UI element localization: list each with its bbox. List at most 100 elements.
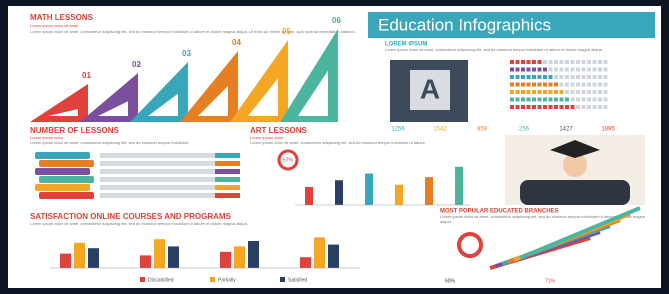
book-letter: A — [420, 73, 440, 104]
stripe — [554, 83, 558, 87]
stripe — [516, 75, 520, 79]
stripe — [604, 83, 608, 87]
stripe — [538, 98, 542, 102]
stat-value: 1895 — [601, 127, 615, 133]
lesson-tip — [215, 193, 240, 198]
stripe — [532, 98, 536, 102]
stripe — [587, 90, 591, 94]
stripe — [516, 98, 520, 102]
bar — [234, 246, 245, 268]
pencil — [455, 167, 463, 205]
stripe — [571, 68, 575, 72]
stripe — [527, 83, 531, 87]
stripe — [527, 90, 531, 94]
legend-label: Partially — [218, 277, 236, 283]
pencil — [335, 180, 343, 205]
book — [35, 184, 90, 191]
section-text-box: Lorem ipsum dolor sit amet, consectetur … — [30, 29, 360, 45]
stripe — [604, 90, 608, 94]
stripe — [560, 98, 564, 102]
stripe — [576, 105, 580, 109]
step-label: 03 — [182, 49, 191, 58]
pencil — [365, 174, 373, 206]
bar — [168, 246, 179, 268]
header-title: Education Infographics — [378, 15, 551, 34]
lesson-tip — [215, 169, 240, 174]
stripe — [560, 75, 564, 79]
stripe — [549, 98, 553, 102]
stripe — [516, 60, 520, 64]
stripe — [604, 60, 608, 64]
lesson-tip — [215, 153, 240, 158]
stripe — [560, 83, 564, 87]
stripe — [582, 83, 586, 87]
stripe — [554, 68, 558, 72]
stripe — [593, 90, 597, 94]
pencil — [395, 185, 403, 205]
stripe — [549, 83, 553, 87]
stripe — [543, 83, 547, 87]
stripe — [571, 83, 575, 87]
lesson-tip — [215, 177, 240, 182]
stripe — [521, 68, 525, 72]
stripe — [582, 75, 586, 79]
stripe — [549, 68, 553, 72]
pencil — [305, 187, 313, 205]
section-title: ART LESSONS — [250, 126, 308, 135]
stripe — [593, 68, 597, 72]
stripe — [571, 75, 575, 79]
stripe — [538, 68, 542, 72]
section-text: Lorem ipsum dolor sit amet, consectetur … — [250, 140, 450, 145]
stripe — [571, 98, 575, 102]
step-label: 06 — [332, 16, 341, 25]
legend-label: Dissatisfied — [148, 277, 174, 283]
lesson-tip — [215, 161, 240, 166]
stripe — [593, 105, 597, 109]
stripe — [543, 98, 547, 102]
stripe — [532, 105, 536, 109]
stat-value: 1427 — [559, 127, 573, 133]
book — [35, 152, 90, 159]
stripe — [560, 60, 564, 64]
section-text-box: Lorem ipsum dolor sit amet, consectetur … — [30, 221, 370, 231]
header-text: Lorem ipsum dolor sit amet, consectetur … — [385, 47, 615, 52]
stripe — [510, 98, 514, 102]
stripe — [565, 105, 569, 109]
stripe — [554, 105, 558, 109]
stripe — [582, 68, 586, 72]
stripe — [521, 90, 525, 94]
stripe — [510, 68, 514, 72]
stripe — [604, 68, 608, 72]
stripe — [571, 60, 575, 64]
stripe — [576, 83, 580, 87]
page: MATH LESSONS Lorem ipsum dolor sit amet … — [0, 0, 669, 294]
stat-value: 859 — [477, 127, 488, 133]
book — [39, 176, 94, 183]
pencil — [425, 177, 433, 205]
percent-label: 57% — [283, 157, 294, 163]
stripe — [516, 83, 520, 87]
bar — [140, 255, 151, 268]
stripe — [532, 68, 536, 72]
stripe — [582, 105, 586, 109]
stripe — [576, 90, 580, 94]
stripe — [543, 105, 547, 109]
stripe — [560, 90, 564, 94]
stripe — [598, 105, 602, 109]
bar — [154, 239, 165, 268]
bar — [314, 237, 325, 268]
header-text-box: Lorem ipsum dolor sit amet, consectetur … — [385, 47, 615, 59]
stripe — [576, 68, 580, 72]
stripe — [538, 75, 542, 79]
stripe — [521, 98, 525, 102]
legend-label: Satisfied — [288, 277, 307, 283]
stripe — [527, 60, 531, 64]
stripe — [587, 60, 591, 64]
section-title: NUMBER OF LESSONS — [30, 126, 120, 135]
stripe — [510, 105, 514, 109]
stripe — [543, 75, 547, 79]
stripe — [521, 75, 525, 79]
stripe — [538, 105, 542, 109]
stripe — [554, 60, 558, 64]
step-label: 04 — [232, 38, 241, 47]
